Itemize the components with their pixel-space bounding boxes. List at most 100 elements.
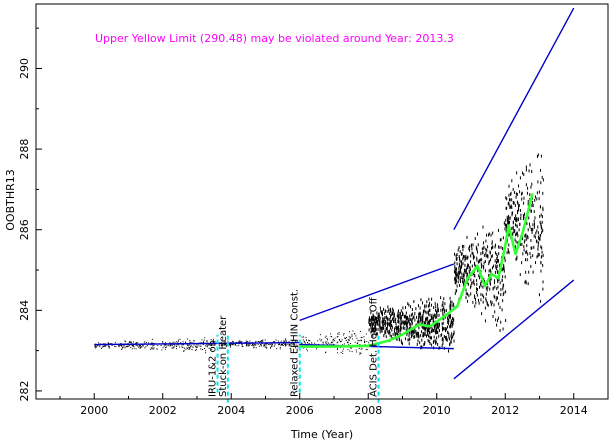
scatter-point bbox=[436, 323, 438, 327]
scatter-point bbox=[183, 349, 185, 351]
scatter-point bbox=[182, 341, 184, 343]
scatter-point bbox=[533, 245, 535, 249]
scatter-point bbox=[383, 320, 385, 324]
scatter-point bbox=[525, 165, 527, 169]
scatter-point bbox=[414, 312, 416, 316]
scatter-point bbox=[408, 342, 410, 346]
scatter-point bbox=[337, 341, 339, 343]
scatter-point bbox=[507, 219, 509, 223]
scatter-point bbox=[458, 276, 460, 280]
scatter-point bbox=[508, 243, 510, 247]
scatter-point bbox=[153, 347, 155, 349]
scatter-point bbox=[412, 329, 414, 333]
scatter-point bbox=[520, 213, 522, 217]
scatter-point bbox=[497, 278, 499, 282]
scatter-point bbox=[502, 267, 504, 271]
scatter-point bbox=[343, 334, 345, 336]
scatter-point bbox=[470, 243, 472, 247]
scatter-point bbox=[540, 213, 542, 217]
scatter-point bbox=[172, 346, 174, 348]
scatter-point bbox=[99, 344, 101, 346]
scatter-point bbox=[207, 346, 209, 348]
scatter-point bbox=[453, 318, 455, 322]
scatter-point bbox=[444, 308, 446, 312]
scatter-point bbox=[538, 197, 540, 201]
scatter-point bbox=[476, 256, 478, 260]
scatter-point bbox=[262, 345, 264, 347]
scatter-point bbox=[429, 326, 431, 330]
scatter-point bbox=[191, 349, 193, 351]
scatter-point bbox=[436, 315, 438, 319]
scatter-point bbox=[490, 255, 492, 259]
scatter-point bbox=[325, 351, 327, 353]
scatter-point bbox=[412, 316, 414, 320]
scatter-point bbox=[478, 301, 480, 305]
scatter-point bbox=[241, 344, 243, 346]
scatter-point bbox=[540, 261, 542, 265]
scatter-point bbox=[536, 229, 538, 233]
scatter-point bbox=[483, 295, 485, 299]
scatter-point bbox=[449, 296, 451, 300]
scatter-point bbox=[293, 343, 295, 345]
scatter-point bbox=[165, 342, 167, 344]
scatter-point bbox=[433, 314, 435, 318]
scatter-point bbox=[530, 264, 532, 268]
scatter-point bbox=[503, 265, 505, 269]
scatter-point bbox=[255, 344, 257, 346]
scatter-point bbox=[401, 341, 403, 345]
scatter-point bbox=[447, 330, 449, 334]
scatter-point bbox=[173, 344, 175, 346]
scatter-point bbox=[428, 301, 430, 305]
scatter-point bbox=[103, 345, 105, 347]
scatter-point bbox=[525, 281, 527, 285]
scatter-point bbox=[348, 343, 350, 345]
scatter-point bbox=[395, 317, 397, 321]
scatter-point bbox=[368, 318, 370, 322]
scatter-point bbox=[386, 315, 388, 319]
scatter-point bbox=[253, 344, 255, 346]
scatter-point bbox=[452, 335, 454, 339]
scatter-point bbox=[531, 227, 533, 231]
scatter-point bbox=[472, 281, 474, 285]
scatter-point bbox=[277, 340, 279, 342]
scatter-point bbox=[357, 342, 359, 344]
scatter-point bbox=[442, 327, 444, 331]
scatter-point bbox=[285, 344, 287, 346]
x-tick-label: 2000 bbox=[80, 404, 108, 417]
scatter-point bbox=[542, 208, 544, 212]
scatter-point bbox=[426, 319, 428, 323]
scatter-point bbox=[379, 330, 381, 334]
scatter-point bbox=[529, 225, 531, 229]
scatter-point bbox=[389, 321, 391, 325]
scatter-point bbox=[205, 352, 207, 354]
scatter-point bbox=[466, 273, 468, 277]
scatter-point bbox=[378, 312, 380, 316]
scatter-point bbox=[413, 330, 415, 334]
scatter-point bbox=[504, 259, 506, 263]
scatter-point bbox=[430, 318, 432, 322]
scatter-point bbox=[465, 270, 467, 274]
scatter-point bbox=[531, 170, 533, 174]
scatter-point bbox=[537, 244, 539, 248]
scatter-point bbox=[448, 349, 450, 353]
scatter-point bbox=[129, 342, 131, 344]
scatter-point bbox=[442, 313, 444, 317]
scatter-point bbox=[305, 339, 307, 341]
scatter-point bbox=[435, 305, 437, 309]
scatter-point bbox=[447, 316, 449, 320]
scatter-point bbox=[501, 268, 503, 272]
scatter-point bbox=[485, 251, 487, 255]
scatter-point bbox=[492, 231, 494, 235]
scatter-point bbox=[248, 345, 250, 347]
scatter-point bbox=[417, 320, 419, 324]
scatter-point bbox=[285, 343, 287, 345]
scatter-point bbox=[500, 245, 502, 249]
scatter-point bbox=[121, 348, 123, 350]
scatter-point bbox=[233, 344, 235, 346]
scatter-point bbox=[308, 340, 310, 342]
annotation-text: Upper Yellow Limit (290.48) may be viola… bbox=[95, 32, 454, 45]
scatter-point bbox=[422, 314, 424, 318]
scatter-point bbox=[271, 345, 273, 347]
scatter-point bbox=[402, 320, 404, 324]
